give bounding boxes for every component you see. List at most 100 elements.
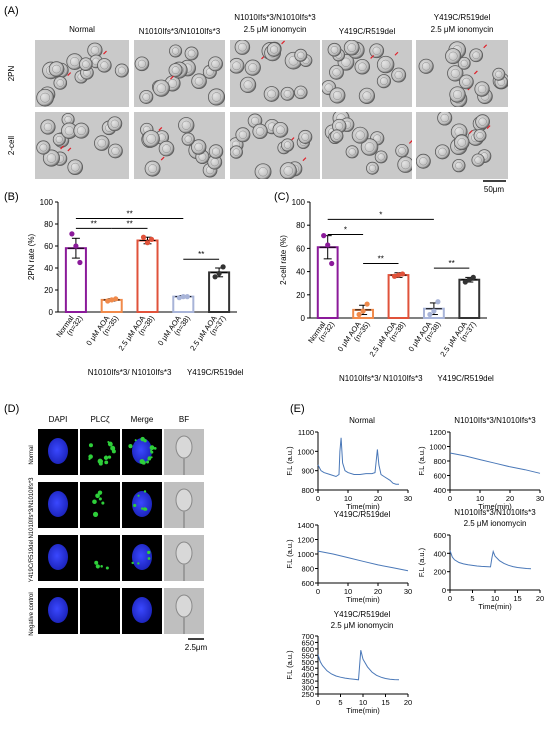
y-axis-label: F.L (a.u.) [417,547,426,577]
embryo-inner [297,88,305,97]
embryo-cell [184,46,199,61]
embryo-inner [348,148,356,156]
y-tick-label: 1200 [429,428,446,437]
row-label: Negative control [29,592,35,635]
significance-marker: ** [126,210,132,219]
x-axis-label: Time(min) [346,595,380,604]
embryo-inner [332,90,342,100]
red-arrow [483,44,488,49]
y-tick-label: 350 [301,677,314,686]
embryo-inner [250,116,260,125]
embryo-inner [301,133,310,141]
data-point [435,299,441,305]
embryo-inner [380,59,391,70]
embryo-cell [437,112,453,126]
y-tick-label: 800 [433,457,446,466]
plc-signal [111,449,116,454]
significance-marker: ** [448,259,454,268]
plc-signal [137,562,140,565]
y-tick-label: 80 [296,221,305,230]
data-point [466,277,472,283]
embryo-cell [230,145,243,159]
embryo-cell [254,163,272,179]
y-axis-label: F.L (a.u.) [285,446,294,476]
data-point [356,311,362,318]
y-tick-label: 300 [301,684,314,693]
embryo-cell [447,65,464,82]
plc-signal [143,490,147,493]
micrograph-cells [230,40,313,102]
plc-signal [107,440,110,444]
embryo-cell [279,162,297,179]
y-tick-label: 0 [49,308,54,317]
embryo-inner [255,127,265,136]
embryo-cell [376,55,395,74]
sperm-head [175,594,193,618]
embryo-cell [235,127,251,143]
embryo-inner [181,120,191,130]
column-header: 2.5 μM ionomycin [244,25,307,34]
embryo-inner [452,89,463,100]
y-axis-label: 2PN rate (%) [27,234,36,281]
plc-signal [139,459,145,465]
embryo-inner [335,122,344,131]
column-header: N1010Ifs*3/N1010Ifs*3 [234,13,316,22]
data-point [427,311,433,318]
bar [208,271,231,313]
embryo-cell [234,40,251,55]
micrograph-cells [416,112,492,173]
embryo-cell [207,88,225,106]
embryo-inner [440,113,449,123]
embryo-cell [169,44,183,58]
red-arrow [67,147,72,152]
embryo-cell [266,42,282,57]
column-header: 2.5 μM ionomycin [431,25,494,34]
micrograph-cells [36,42,129,107]
embryo-inner [76,126,86,136]
plc-signal [97,490,103,495]
trace-line [317,437,399,485]
trace-line [317,550,409,572]
embryo-inner [90,45,100,55]
embryo-inner [43,122,53,132]
plc-signal [153,446,157,450]
embryo-cell [94,135,110,151]
embryo-cell [327,42,342,57]
y-axis-label: F.L (a.u.) [285,650,294,680]
y-axis-label: F.L (a.u.) [285,539,294,569]
embryo-inner [364,142,375,152]
data-point [113,296,119,302]
embryo-cell [107,116,123,132]
trace-title: Normal [349,416,375,425]
trace-title: 2.5 μM ionomycin [331,621,394,630]
y-tick-label: 100 [40,198,54,207]
embryo-cell [345,145,359,159]
y-tick-label: 100 [292,198,306,207]
embryo-inner [162,144,171,153]
micrograph-cells [324,112,412,175]
embryo-inner [232,61,241,71]
embryo-inner [495,70,503,78]
embryo-inner [438,147,447,156]
plc-signal [137,494,140,497]
x-axis-label: Time(min) [478,602,512,611]
embryo-cell [329,87,346,104]
trace-line [317,650,400,681]
embryo-inner [39,143,48,152]
y-tick-label: 400 [433,486,446,495]
y-tick-label: 20 [296,291,305,300]
embryo-inner [232,148,240,156]
embryo-cell [239,76,257,94]
significance-marker: ** [91,219,97,228]
embryo-cell [134,56,150,72]
y-tick-label: 400 [433,549,446,558]
embryo-inner [372,46,381,55]
plc-signal [98,461,103,466]
embryo-inner [472,51,480,60]
embryo-cell [252,123,268,140]
embryo-inner [368,164,377,172]
embryo-inner [194,142,203,152]
panel-labels: (A) (B) (C) (D) (E) [4,5,305,415]
